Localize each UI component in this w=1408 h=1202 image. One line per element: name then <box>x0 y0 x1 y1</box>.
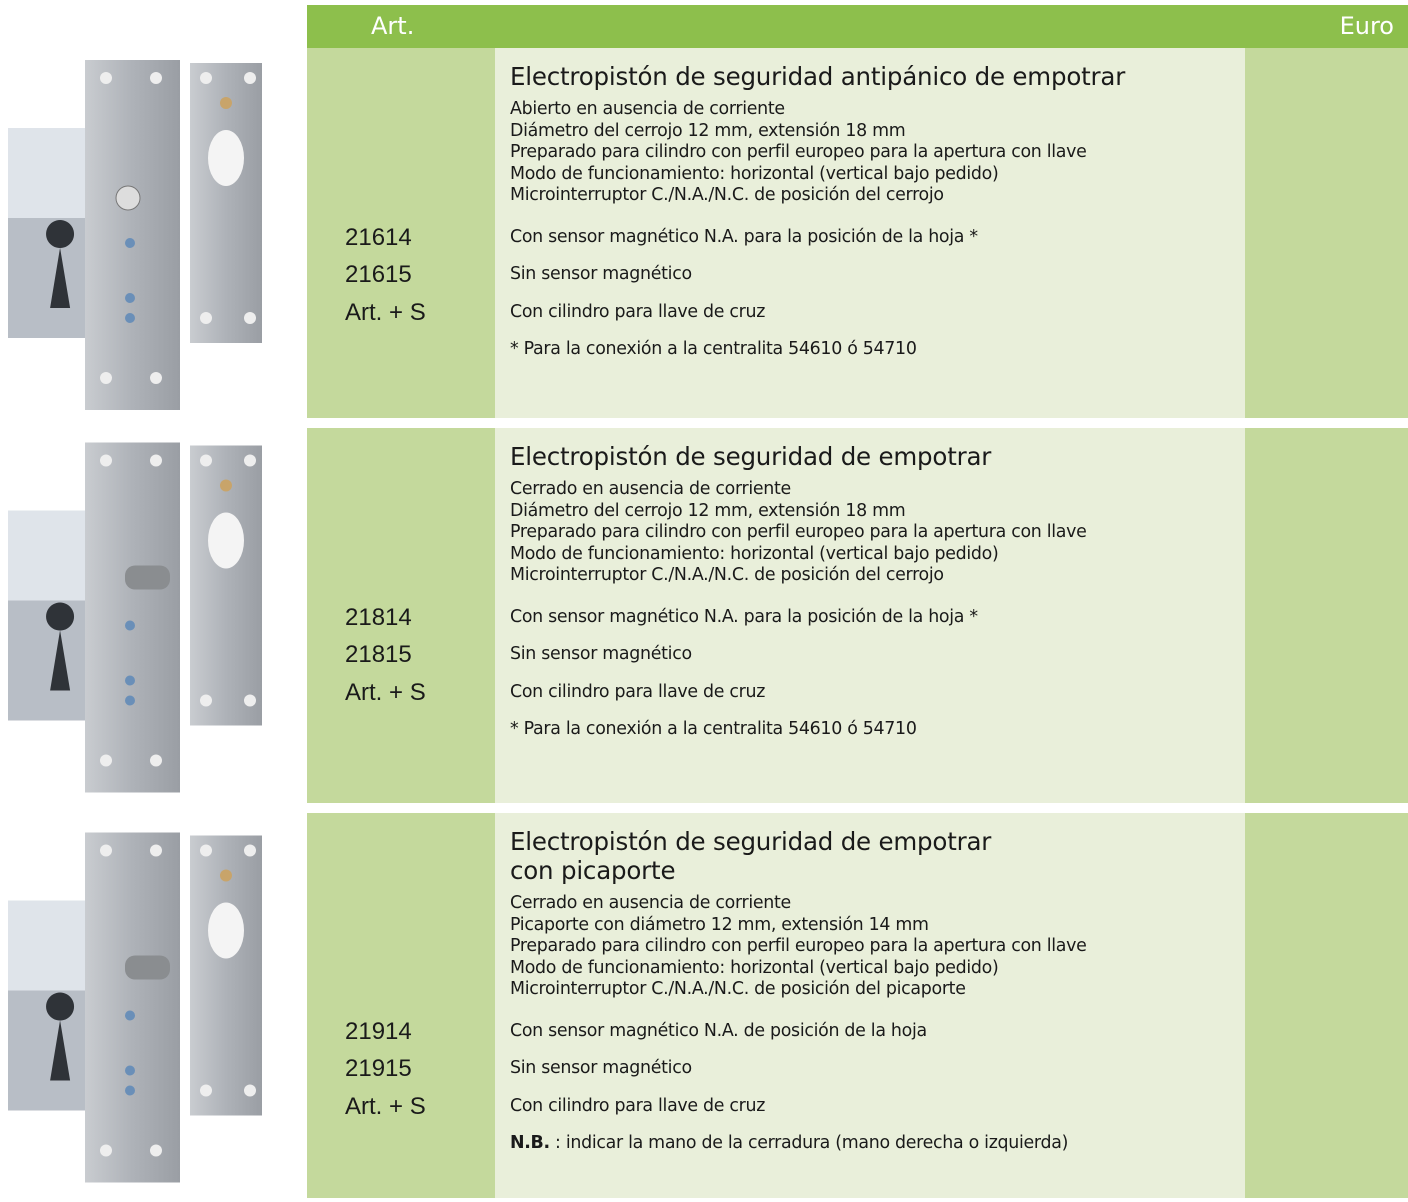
description-line: Modo de funcionamiento: horizontal (vert… <box>510 543 999 564</box>
option-text: Con sensor magnético N.A. para la posici… <box>510 226 978 247</box>
header-art: Art. <box>371 12 415 40</box>
note-text: : indicar la mano de la cerradura (mano … <box>549 1133 1069 1153</box>
note-text: * Para la conexión a la centralita 54610… <box>510 719 917 739</box>
header-bar: Art. Euro <box>307 5 1408 48</box>
article-code: 21615 <box>345 261 412 288</box>
title-line: Electropistón de seguridad de empotrar <box>510 827 992 856</box>
euro-column <box>1245 813 1408 1198</box>
product-row: 21814 21815 Art. + S Electropistón de segur… <box>0 428 1408 803</box>
option-text: Sin sensor magnético <box>510 1058 692 1078</box>
product-title: Electropistón de seguridad antipánico de… <box>510 62 1245 91</box>
description-line: Microinterruptor C./N.A./N.C. de posició… <box>510 565 944 585</box>
options: Con sensor magnético N.A. para la posici… <box>510 219 1245 369</box>
description-line: Cerrado en ausencia de corriente <box>510 893 791 913</box>
article-code: 21915 <box>345 1055 412 1082</box>
description-body: Electropistón de seguridad de empotrar co… <box>495 813 1245 1163</box>
header-euro: Euro <box>1339 12 1394 40</box>
product-row: 21914 21915 Art. + S Electropistón de segur… <box>0 813 1408 1198</box>
article-code: Art. + S <box>345 299 426 326</box>
article-code: 21815 <box>345 641 412 668</box>
product-row: 21614 21615 Art. + S Electropistón de segur… <box>0 48 1408 418</box>
option-text: Con cilindro para llave de cruz <box>510 301 766 322</box>
note: * Para la conexión a la centralita 54610… <box>510 711 1245 749</box>
note-label: N.B. <box>510 1133 550 1153</box>
description-column: Electropistón de seguridad de empotrar co… <box>495 813 1245 1198</box>
description-body: Electropistón de seguridad antipánico de… <box>495 48 1245 369</box>
art-column: 21614 21615 Art. + S <box>307 48 495 418</box>
description-line: Diámetro del cerrojo 12 mm, extensión 18… <box>510 500 906 521</box>
option-text: Con cilindro para llave de cruz <box>510 681 766 702</box>
description-line: Modo de funcionamiento: horizontal (vert… <box>510 957 999 978</box>
option-text: Sin sensor magnético <box>510 644 692 664</box>
product-photo <box>8 442 262 793</box>
product-image <box>0 428 307 803</box>
option-text: Con sensor magnético N.A. de posición de… <box>510 1020 927 1041</box>
product-photo <box>8 60 262 410</box>
option-text: Con sensor magnético N.A. para la posici… <box>510 606 978 627</box>
product-image <box>0 813 307 1198</box>
options: Con sensor magnético N.A. para la posici… <box>510 599 1245 749</box>
note: * Para la conexión a la centralita 54610… <box>510 331 1245 369</box>
article-code: Art. + S <box>345 1093 426 1120</box>
description-line: Cerrado en ausencia de corriente <box>510 479 791 499</box>
note: N.B. : indicar la mano de la cerradura (… <box>510 1125 1245 1163</box>
description-line: Diámetro del cerrojo 12 mm, extensión 18… <box>510 120 906 141</box>
description-line: Microinterruptor C./N.A./N.C. de posició… <box>510 185 944 205</box>
options: Con sensor magnético N.A. de posición de… <box>510 1013 1245 1163</box>
euro-column <box>1245 428 1408 803</box>
title-line: Electropistón de seguridad de empotrar <box>510 442 992 471</box>
description-line: Preparado para cilindro con perfil europ… <box>510 142 1087 162</box>
art-column: 21814 21815 Art. + S <box>307 428 495 803</box>
description-line: Preparado para cilindro con perfil europ… <box>510 936 1087 956</box>
description-line: Microinterruptor C./N.A./N.C. de posició… <box>510 979 966 999</box>
description-line: Picaporte con diámetro 12 mm, extensión … <box>510 914 929 935</box>
description-line: Preparado para cilindro con perfil europ… <box>510 522 1087 542</box>
description-column: Electropistón de seguridad de empotrar Ce… <box>495 428 1245 803</box>
article-code: 21614 <box>345 224 412 251</box>
article-code: 21914 <box>345 1018 412 1045</box>
article-code: 21814 <box>345 604 412 631</box>
euro-column <box>1245 48 1408 418</box>
description-body: Electropistón de seguridad de empotrar Ce… <box>495 428 1245 749</box>
product-title: Electropistón de seguridad de empotrar co… <box>510 827 1245 885</box>
product-title: Electropistón de seguridad de empotrar <box>510 442 1245 471</box>
option-text: Sin sensor magnético <box>510 264 692 284</box>
article-code: Art. + S <box>345 679 426 706</box>
description-line: Abierto en ausencia de corriente <box>510 99 785 119</box>
description-line: Modo de funcionamiento: horizontal (vert… <box>510 163 999 184</box>
product-image <box>0 48 307 418</box>
option-text: Con cilindro para llave de cruz <box>510 1095 766 1116</box>
title-line: Electropistón de seguridad antipánico de… <box>510 62 1126 91</box>
product-photo <box>8 832 262 1183</box>
description-column: Electropistón de seguridad antipánico de… <box>495 48 1245 418</box>
note-text: * Para la conexión a la centralita 54610… <box>510 339 917 359</box>
title-line: con picaporte <box>510 856 676 885</box>
art-column: 21914 21915 Art. + S <box>307 813 495 1198</box>
